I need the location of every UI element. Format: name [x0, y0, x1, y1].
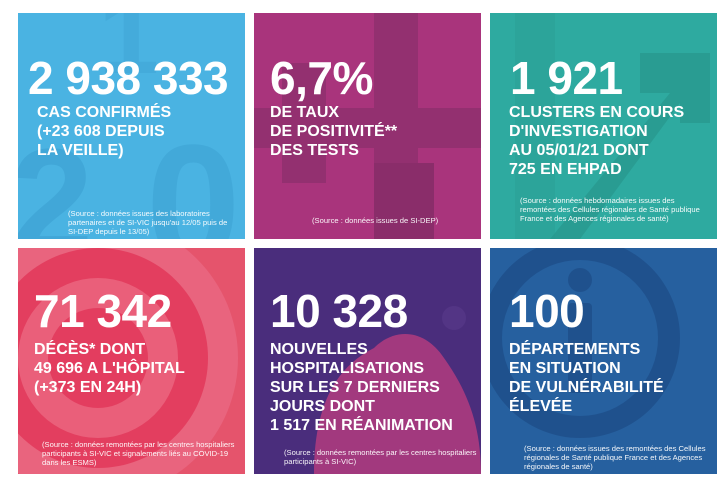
- departments-value: 100: [509, 285, 585, 337]
- deaths-label: DÉCÈS* DONT 49 696 A L'HÔPITAL (+373 EN …: [34, 341, 185, 396]
- confirmed-cases-value: 2 938 333: [28, 52, 229, 104]
- confirmed-cases-label: CAS CONFIRMÉS (+23 608 DEPUIS LA VEILLE): [37, 104, 172, 159]
- hospitalisations-source: (Source : données remontées par les cent…: [284, 448, 477, 466]
- deaths-source: (Source : données remontées par les cent…: [42, 440, 235, 467]
- hospitalisations-label: NOUVELLES HOSPITALISATIONS SUR LES 7 DER…: [270, 341, 453, 434]
- tile-hospitalisations: 10 328 NOUVELLES HOSPITALISATIONS SUR LE…: [254, 248, 481, 474]
- clusters-source: (Source : données hebdomadaires issues d…: [520, 196, 700, 223]
- hospitalisations-value: 10 328: [270, 285, 408, 337]
- departments-source: (Source : données issues des remontées d…: [524, 444, 706, 471]
- tile-confirmed-cases: 2 0 1 2 938 333 CAS CONFIRMÉS (+23 608 D…: [18, 13, 245, 239]
- positivity-rate-value: 6,7%: [270, 52, 373, 104]
- departments-label: DÉPARTEMENTS EN SITUATION DE VULNÉRABILI…: [509, 341, 664, 415]
- deaths-value: 71 342: [34, 285, 172, 337]
- tile-departments: 100 DÉPARTEMENTS EN SITUATION DE VULNÉRA…: [490, 248, 717, 474]
- confirmed-cases-source: (Source : données issues des laboratoire…: [68, 209, 228, 236]
- tile-positivity-rate: 6,7% DE TAUX DE POSITIVITÉ** DES TESTS (…: [254, 13, 481, 239]
- clusters-label: CLUSTERS EN COURS D'INVESTIGATION AU 05/…: [509, 104, 685, 178]
- positivity-rate-label: DE TAUX DE POSITIVITÉ** DES TESTS: [270, 104, 398, 159]
- tile-clusters: 1 921 CLUSTERS EN COURS D'INVESTIGATION …: [490, 13, 717, 239]
- tile-deaths: 71 342 DÉCÈS* DONT 49 696 A L'HÔPITAL (+…: [18, 248, 245, 474]
- positivity-rate-source: (Source : données issues de SI-DEP): [312, 216, 439, 225]
- clusters-value: 1 921: [510, 52, 623, 104]
